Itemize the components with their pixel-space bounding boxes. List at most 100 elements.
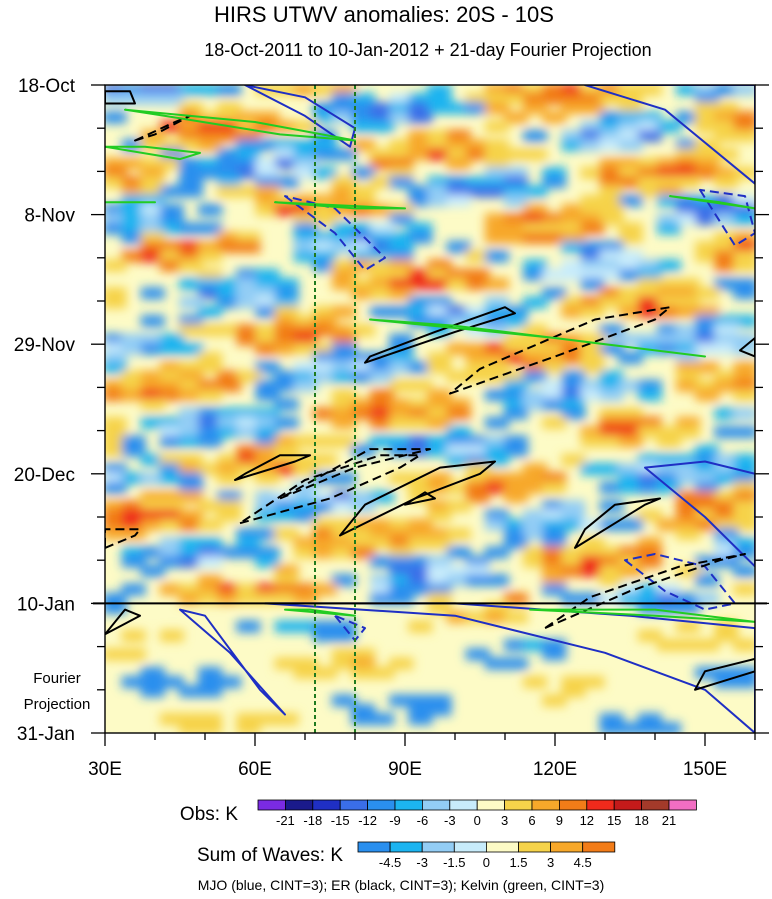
field-cell (733, 379, 755, 392)
field-cell (733, 565, 755, 577)
field-cell (561, 85, 586, 96)
field-cell (312, 546, 337, 559)
field-cell (656, 176, 681, 189)
field-cell (504, 176, 529, 189)
field-cell (312, 518, 337, 531)
field-cell (427, 268, 452, 281)
field-cell (121, 555, 146, 568)
field-cell (236, 333, 261, 346)
field-cell (676, 166, 701, 179)
field-cell (504, 85, 529, 96)
field-cell (618, 166, 643, 179)
field-cell (179, 120, 204, 133)
field-cell (408, 185, 433, 198)
contour-er-11 (364, 306, 516, 364)
field-cell (331, 361, 356, 374)
field-cell (140, 194, 165, 207)
field-cell (580, 426, 605, 439)
field-cell (179, 407, 204, 420)
field-cell (542, 213, 567, 226)
field-cell (198, 546, 223, 559)
obs-colorbar: -21 -18 -15 -12 -9 -6 -3 0 3 6 9 12 15 18 21 (257, 799, 697, 828)
field-cell (274, 379, 299, 392)
field-cell (561, 565, 586, 577)
field-cell (695, 324, 720, 337)
field-cell (676, 472, 701, 485)
field-cell (484, 389, 509, 402)
field-cell (105, 352, 127, 365)
field-cell (446, 129, 471, 142)
field-cell (179, 546, 204, 559)
field-cell (695, 472, 720, 485)
field-cell (580, 129, 605, 142)
field-cell (179, 583, 204, 596)
field-cell (676, 111, 701, 124)
field-cell (389, 694, 414, 707)
field-cell (140, 203, 165, 216)
field-cell (656, 426, 681, 439)
field-cell (105, 518, 127, 531)
field-cell (331, 92, 356, 105)
field-cell (255, 296, 280, 309)
colorbar-swatch (504, 799, 533, 811)
field-cell (484, 213, 509, 226)
field-cell (159, 416, 184, 429)
field-cell (484, 509, 509, 522)
field-cell (198, 278, 223, 291)
field-cell (121, 518, 146, 531)
field-cell (198, 666, 223, 679)
field-cell (293, 490, 318, 503)
contour-er-19 (404, 491, 436, 506)
field-cell (618, 416, 643, 429)
field-cell (599, 120, 624, 133)
field-cell (695, 102, 720, 115)
colorbar-swatch (257, 799, 286, 811)
field-cell (255, 194, 280, 207)
field-cell (695, 389, 720, 402)
field-cell (695, 333, 720, 346)
field-cell (733, 250, 755, 263)
colorbar-swatch (531, 799, 560, 811)
field-cell (389, 157, 414, 170)
field-cell (523, 268, 548, 281)
field-cell (140, 490, 165, 503)
field-cell (446, 268, 471, 281)
field-cell (140, 453, 165, 466)
field-cell (637, 129, 662, 142)
field-cell (408, 139, 433, 152)
field-cell (465, 250, 490, 263)
reference-lines (314, 85, 356, 733)
field-cell (427, 527, 452, 540)
field-cell (389, 352, 414, 365)
field-cell (695, 250, 720, 263)
field-cell (542, 398, 567, 411)
field-cell (274, 120, 299, 133)
field-cell (351, 527, 376, 540)
field-cell (695, 148, 720, 161)
field-cell (637, 722, 662, 733)
field-cell (140, 518, 165, 531)
field-cell (179, 324, 204, 337)
field-cell (637, 268, 662, 281)
field-cell (637, 592, 662, 605)
field-cell (351, 139, 376, 152)
x-axis: 30E 60E 90E 120E 150E (88, 733, 756, 780)
field-cell (695, 463, 720, 476)
contour-er-14 (105, 528, 141, 549)
field-cell (561, 213, 586, 226)
contour-er-13 (739, 337, 755, 358)
field-cell (179, 518, 204, 531)
field-cell (105, 500, 127, 513)
field-cell (676, 592, 701, 605)
field-cell (523, 463, 548, 476)
field-cell (523, 527, 548, 540)
field-cell (695, 592, 720, 605)
field-cell (561, 546, 586, 559)
field-cell (179, 102, 204, 115)
field-cell (523, 185, 548, 198)
field-cell (121, 676, 146, 689)
field-cell (733, 315, 755, 328)
field-cell (446, 407, 471, 420)
field-cell (370, 287, 395, 300)
field-cell (504, 472, 529, 485)
